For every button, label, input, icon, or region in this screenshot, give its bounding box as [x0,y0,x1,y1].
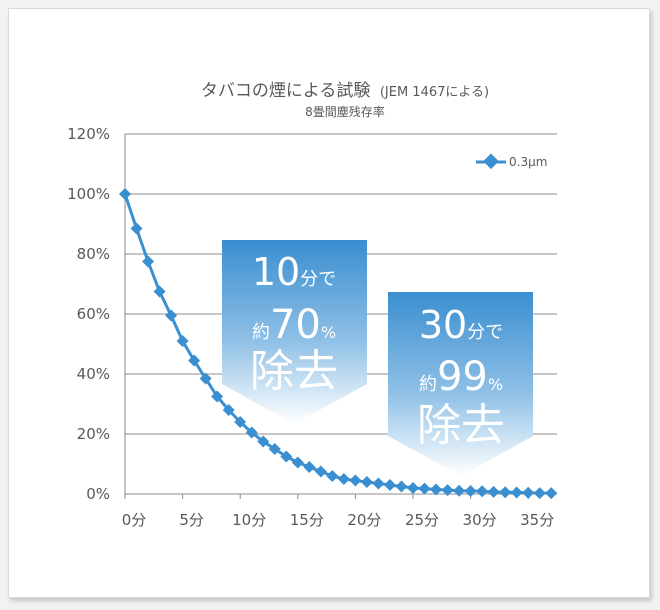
data-point-marker [499,486,512,499]
y-tick-label: 60% [77,305,110,323]
callout-30min-prefix: 約 [419,374,437,395]
data-point-marker [222,404,235,416]
callout-30min-time-suffix: 分で [467,322,503,343]
data-point-marker [165,309,178,322]
legend-marker-icon [483,153,499,170]
callout-30min-percent: 99 [437,354,488,400]
x-tick-label: 5分 [179,511,204,529]
data-point-marker [430,483,443,496]
data-point-marker [383,479,396,491]
data-point-marker [176,335,189,347]
data-point-marker [234,416,247,428]
callout-30min-removal: 除去 [417,400,505,451]
y-tick-labels: 0% 20% 40% 60% 80% 100% 120% [67,125,110,503]
callout-30min: 30分で 約99% 除去 [388,292,533,476]
data-point-marker [337,473,350,485]
y-tick-label: 40% [77,365,110,383]
x-tick-labels: 0分 5分 10分 15分 20分 25分 30分 35分 [122,494,554,529]
x-tick-label: 20分 [347,511,381,529]
callout-10min-percent-sign: % [321,323,336,342]
data-point-marker [314,465,327,478]
data-point-marker [407,482,419,494]
callout-10min-removal: 除去 [250,346,338,397]
x-tick-label: 30分 [463,511,497,529]
callout-10min-line1: 10分で [252,250,336,294]
callout-10min-line2: 約70% [252,302,336,348]
data-point-marker [522,486,535,499]
data-point-marker [418,482,431,495]
legend: 0.3μm [476,153,547,170]
data-point-marker [360,476,373,488]
callout-30min-line1: 30分で [419,303,503,347]
data-point-marker [153,285,166,298]
data-point-marker [533,487,546,500]
data-point-marker [326,470,339,482]
data-point-marker [119,188,131,200]
callout-10min-prefix: 約 [252,322,270,343]
x-tick-label: 25分 [405,511,439,529]
chart-title-note: (JEM 1467による) [380,85,489,100]
data-point-marker [142,255,155,268]
callout-30min-percent-sign: % [488,375,503,394]
data-point-marker [199,372,212,385]
data-point-marker [453,484,466,497]
y-tick-label: 0% [86,485,110,503]
data-point-marker [130,222,143,235]
data-point-marker [188,354,201,367]
data-point-marker [280,450,293,463]
y-tick-label: 80% [77,245,110,263]
data-point-marker [510,486,523,499]
chart-title: タバコの煙による試験 (JEM 1467による) [201,81,489,101]
data-point-marker [211,390,224,403]
data-point-marker [441,484,454,497]
y-tick-label: 100% [67,185,110,203]
series-0-3um [119,188,558,500]
callout-10min: 10分で 約70% 除去 [222,240,367,424]
y-tick-label: 20% [77,425,110,443]
data-point-marker [476,485,489,498]
x-tick-label: 35分 [520,511,554,529]
callout-10min-percent: 70 [270,302,321,348]
chart-subtitle: 8畳間塵残存率 [305,104,385,119]
data-point-marker [372,477,385,490]
data-point-marker [545,487,558,500]
data-point-marker [291,456,304,469]
data-point-marker [268,443,281,455]
data-point-marker [395,480,408,493]
data-point-marker [303,461,316,473]
data-point-marker [464,485,477,497]
x-tick-label: 15分 [290,511,324,529]
chart-title-main: タバコの煙による試験 [201,81,371,101]
data-point-marker [487,485,500,498]
callout-10min-time: 10 [252,250,300,294]
data-point-marker [349,474,362,487]
y-tick-label: 120% [67,125,110,143]
callout-30min-arrow [388,292,533,476]
legend-label: 0.3μm [509,155,547,169]
callout-10min-arrow [222,240,367,424]
data-point-marker [257,435,270,448]
callout-30min-time: 30 [419,303,467,347]
x-tick-label: 0分 [122,511,147,529]
callout-30min-line2: 約99% [419,354,503,400]
callout-10min-time-suffix: 分で [300,269,336,290]
x-tick-label: 10分 [232,511,266,529]
data-point-marker [245,426,258,439]
